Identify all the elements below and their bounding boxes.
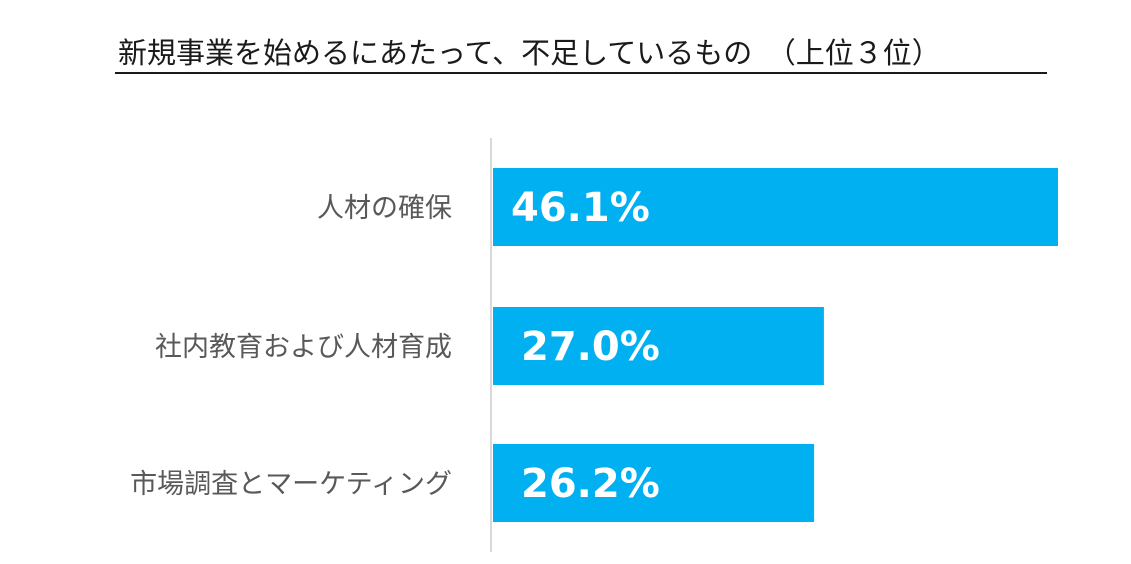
category-label-1: 人材の確保	[317, 193, 452, 224]
bar-3	[493, 444, 815, 522]
data-label-1: 46.1%	[511, 185, 650, 231]
data-label-3: 26.2%	[521, 461, 660, 507]
chart-title: 新規事業を始めるにあたって、不足しているもの （上位３位）	[118, 36, 941, 70]
bar-1	[493, 168, 1058, 246]
bar-2	[493, 307, 824, 385]
title-underline	[115, 72, 1047, 74]
category-label-3: 市場調査とマーケティング	[130, 469, 452, 500]
data-label-2: 27.0%	[521, 324, 660, 370]
category-label-2: 社内教育および人材育成	[155, 332, 452, 363]
